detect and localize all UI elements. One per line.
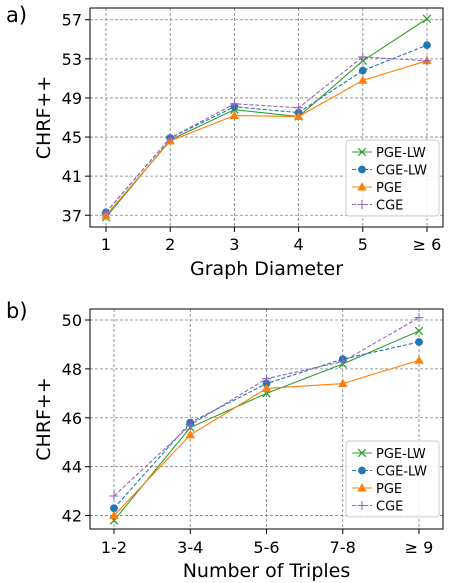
x-tick-label: ≥ 6 (413, 235, 442, 254)
plot-frame (89, 308, 444, 530)
legend-marker (357, 200, 367, 209)
x-tick-label: ≥ 9 (405, 538, 434, 557)
data-point (229, 110, 240, 119)
x-tick-label: 5 (358, 235, 368, 254)
series-cge (101, 52, 432, 217)
y-tick-label: 57 (62, 11, 82, 30)
legend-label: CGE (376, 199, 403, 214)
data-point (101, 207, 111, 217)
data-point (261, 383, 272, 392)
y-tick-label: 49 (62, 89, 82, 108)
x-axis-label: Graph Diameter (190, 258, 343, 280)
series-line (105, 60, 428, 216)
legend-label: PGE (376, 181, 402, 196)
data-point (422, 56, 432, 66)
panel-label: b) (6, 299, 28, 323)
y-tick-label: 45 (62, 128, 82, 147)
legend-box (345, 139, 440, 217)
data-point (165, 133, 175, 143)
legend-marker (358, 466, 366, 475)
data-point (338, 357, 348, 367)
legend-label: CGE-LW (376, 164, 427, 179)
y-tick-label: 53 (62, 50, 82, 69)
y-tick-label: 50 (62, 311, 82, 330)
legend-marker (357, 448, 367, 458)
legend-marker (357, 483, 367, 492)
legend-label: CGE-LW (376, 465, 427, 480)
legend-marker (357, 182, 367, 191)
data-point (229, 99, 239, 109)
data-point (422, 14, 432, 24)
x-tick-label: 5-6 (253, 538, 279, 557)
legend-marker (357, 501, 367, 510)
y-tick-label: 44 (62, 458, 82, 477)
legend-label: PGE-LW (376, 447, 426, 462)
data-point (262, 374, 271, 384)
data-point (414, 313, 424, 323)
x-tick-label: 3-4 (177, 538, 203, 557)
legend: PGE-LW CGE-LW PGE CGE (345, 139, 440, 217)
series-cge-lw (110, 338, 423, 513)
series-pge (101, 55, 432, 219)
data-point (358, 66, 367, 75)
y-tick-label: 48 (62, 360, 82, 379)
data-point (109, 510, 119, 520)
legend: PGE-LW CGE-LW PGE CGE (345, 440, 440, 518)
x-tick-label: 2 (165, 235, 175, 254)
series-line (105, 56, 428, 213)
data-point (294, 103, 304, 113)
data-point (185, 430, 195, 439)
legend-box (345, 440, 440, 518)
legend-marker (357, 147, 367, 157)
y-tick-label: 42 (62, 507, 82, 526)
data-point (414, 355, 424, 364)
legend-marker (358, 165, 366, 174)
y-axis-label: CHRF++ (33, 377, 55, 461)
x-tick-label: 4 (294, 235, 304, 254)
x-axis-label: Number of Triples (183, 560, 351, 582)
data-point (109, 491, 119, 501)
x-tick-label: 1-2 (101, 538, 127, 557)
legend-label: PGE-LW (376, 146, 426, 161)
data-point (358, 52, 368, 62)
legend-label: PGE (376, 482, 402, 497)
legend-label: CGE (376, 500, 403, 515)
x-tick-label: 7-8 (330, 538, 356, 557)
y-tick-label: 37 (62, 206, 82, 225)
x-tick-label: 1 (101, 235, 111, 254)
data-point (185, 420, 195, 430)
data-point (415, 338, 423, 346)
y-axis-label: CHRF++ (33, 76, 55, 160)
data-point (338, 378, 348, 388)
panel-label: a) (6, 3, 27, 27)
series-cge (109, 313, 424, 501)
x-tick-label: 3 (229, 235, 239, 254)
plot-frame (89, 7, 444, 228)
y-tick-label: 46 (62, 409, 82, 428)
data-point (414, 326, 424, 336)
series-pge (109, 355, 424, 520)
data-point (358, 75, 368, 84)
data-point (110, 504, 118, 513)
data-point (293, 111, 304, 120)
data-point (423, 41, 431, 50)
y-tick-label: 41 (62, 167, 82, 186)
